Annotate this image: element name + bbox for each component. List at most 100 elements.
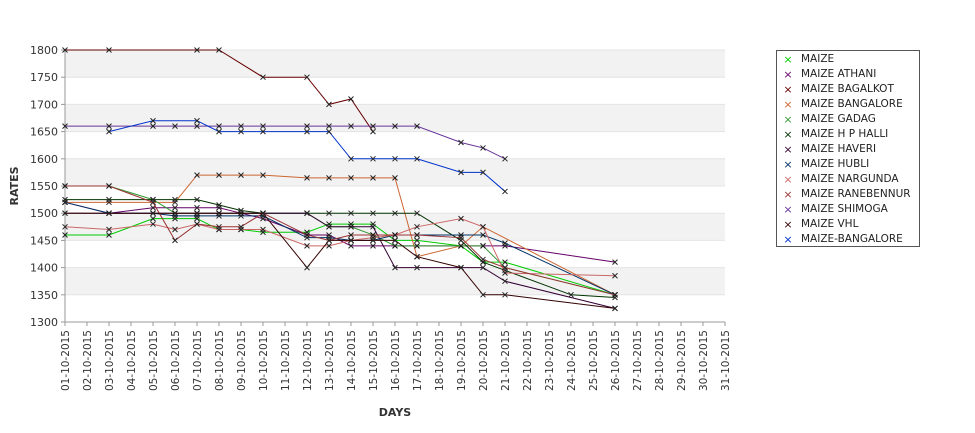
marker-stroke [62, 183, 68, 189]
data-point [326, 237, 332, 244]
x-tick-label: 04-10-2015 [126, 330, 138, 391]
legend-item: × MAIZE NARGUNDA [781, 172, 919, 187]
marker-stroke [370, 128, 376, 135]
data-point [216, 47, 222, 53]
data-point [370, 210, 376, 217]
legend-marker-icon: × [783, 143, 793, 156]
data-point [348, 155, 354, 162]
data-point [304, 232, 310, 238]
x-tick-label: 17-10-2015 [412, 330, 424, 391]
legend-marker-icon: × [783, 53, 793, 66]
x-tick-label: 02-10-2015 [82, 330, 94, 391]
data-point [150, 215, 156, 222]
data-point [414, 223, 420, 230]
marker-stroke [414, 155, 420, 162]
data-point [414, 264, 420, 271]
marker-stroke [480, 256, 486, 263]
marker-stroke [502, 270, 508, 276]
data-point [458, 169, 464, 176]
marker-stroke [612, 272, 618, 279]
marker-stroke [150, 199, 156, 206]
data-point [348, 223, 354, 230]
marker-stroke [260, 128, 266, 135]
marker-stroke [238, 128, 244, 135]
data-point [370, 174, 376, 181]
legend-marker-icon: × [783, 203, 793, 216]
marker-stroke [194, 117, 200, 124]
y-tick-label: 1800 [30, 44, 58, 57]
marker-stroke [216, 223, 222, 230]
series-maize-shimoga [62, 123, 508, 162]
legend-marker-icon: × [783, 113, 793, 126]
marker-stroke [326, 223, 332, 230]
data-point [326, 242, 332, 249]
marker-stroke [348, 123, 354, 130]
x-tick-label: 31-10-2015 [720, 330, 732, 391]
data-point [348, 237, 354, 244]
legend-label: MAIZE BANGALORE [801, 98, 903, 110]
marker-stroke [370, 210, 376, 217]
series-line [65, 218, 616, 296]
marker-stroke [458, 242, 464, 249]
data-point [62, 210, 68, 217]
data-point [458, 264, 464, 271]
legend-label: MAIZE ATHANI [801, 68, 877, 80]
data-point [392, 174, 398, 181]
data-point [568, 291, 574, 298]
legend-label: MAIZE HUBLI [801, 158, 870, 170]
data-point [194, 210, 200, 217]
data-point [414, 242, 420, 249]
legend-label: MAIZE [801, 53, 835, 65]
marker-stroke [326, 174, 332, 181]
marker-stroke [172, 204, 178, 211]
data-point [62, 223, 68, 230]
legend-item: × MAIZE VHL [781, 217, 919, 232]
y-tick-label: 1750 [30, 71, 58, 84]
data-point [238, 123, 244, 130]
data-point [414, 253, 420, 260]
x-tick-label: 14-10-2015 [346, 330, 358, 391]
legend-item: × MAIZE SHIMOGA [781, 202, 919, 217]
marker-stroke [150, 117, 156, 124]
data-point [348, 242, 354, 249]
marker-stroke [238, 172, 244, 178]
x-tick-label: 25-10-2015 [588, 330, 600, 391]
marker-stroke [392, 123, 398, 130]
x-axis-title: DAYS [379, 406, 412, 419]
legend-item: × MAIZE BANGALORE [781, 97, 919, 112]
data-point [326, 174, 332, 181]
legend-label: MAIZE GADAG [801, 113, 876, 125]
data-point [326, 123, 332, 130]
data-point [216, 128, 222, 135]
marker-stroke [392, 264, 398, 271]
data-point [326, 210, 332, 217]
marker-stroke [260, 172, 266, 178]
data-point [392, 123, 398, 130]
data-point [480, 145, 486, 151]
series-line [64, 218, 616, 277]
data-point [304, 210, 310, 217]
legend-item: × MAIZE HAVERI [781, 142, 919, 157]
marker-stroke [326, 128, 332, 135]
marker-stroke [62, 47, 68, 53]
marker-stroke [304, 123, 310, 130]
legend-label: MAIZE RANEBENNUR [801, 188, 911, 200]
x-tick-label: 08-10-2015 [214, 330, 226, 391]
marker-stroke [502, 240, 508, 246]
data-point [414, 237, 420, 244]
data-point [612, 305, 618, 312]
marker-stroke [458, 234, 464, 241]
legend-marker-icon: × [783, 128, 793, 141]
legend: × MAIZE × MAIZE ATHANI × MAIZE BAGALKOT × MAIZE… [776, 50, 920, 247]
x-tick-label: 26-10-2015 [610, 330, 622, 391]
marker-stroke [106, 226, 112, 233]
marker-stroke [304, 128, 310, 135]
data-point [106, 183, 112, 189]
marker-stroke [304, 264, 310, 271]
data-point [612, 291, 618, 298]
x-tick-label: 15-10-2015 [368, 330, 380, 391]
data-point [502, 240, 508, 246]
x-tick-label: 24-10-2015 [566, 330, 578, 391]
marker-stroke [260, 210, 266, 217]
marker-stroke [480, 242, 486, 249]
